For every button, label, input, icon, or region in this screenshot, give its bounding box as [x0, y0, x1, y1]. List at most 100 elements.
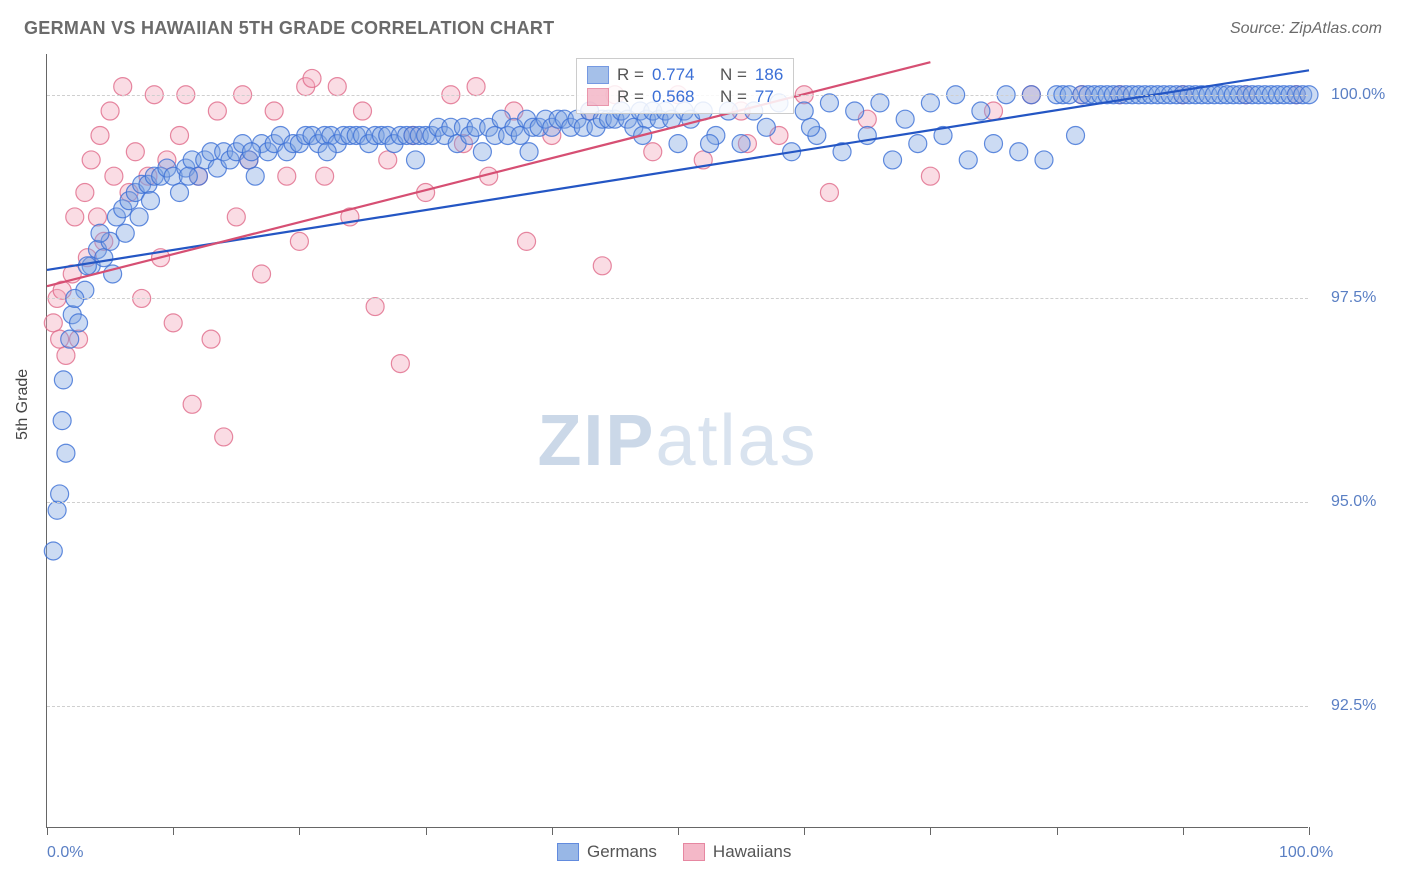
data-point — [57, 444, 75, 462]
data-point — [290, 232, 308, 250]
data-point — [91, 126, 109, 144]
data-point — [407, 151, 425, 169]
data-point — [66, 208, 84, 226]
data-point — [366, 298, 384, 316]
data-point — [921, 167, 939, 185]
data-point — [164, 314, 182, 332]
data-point — [183, 395, 201, 413]
legend-correlation: R =0.774 N =186R =0.568 N =77 — [576, 58, 794, 114]
x-tick — [930, 827, 931, 835]
legend-series: Germans Hawaiians — [557, 842, 791, 862]
data-point — [701, 135, 719, 153]
data-point — [253, 265, 271, 283]
legend-series-item: Hawaiians — [683, 842, 791, 862]
data-point — [114, 78, 132, 96]
data-point — [278, 167, 296, 185]
x-tick — [804, 827, 805, 835]
data-point — [846, 102, 864, 120]
data-point — [202, 330, 220, 348]
y-tick-label: 97.5% — [1331, 289, 1376, 307]
data-point — [518, 232, 536, 250]
x-tick — [426, 827, 427, 835]
data-point — [78, 257, 96, 275]
data-point — [802, 118, 820, 136]
data-point — [76, 184, 94, 202]
data-point — [795, 102, 813, 120]
data-point — [208, 102, 226, 120]
data-point — [53, 412, 71, 430]
x-tick — [1057, 827, 1058, 835]
legend-series-label: Hawaiians — [713, 842, 791, 862]
y-tick-label: 100.0% — [1331, 86, 1385, 104]
legend-r-value: 0.774 — [652, 65, 695, 85]
data-point — [820, 184, 838, 202]
data-point — [303, 69, 321, 87]
data-point — [909, 135, 927, 153]
data-point — [57, 346, 75, 364]
chart-source: Source: ZipAtlas.com — [1230, 20, 1382, 38]
data-point — [644, 143, 662, 161]
legend-swatch — [587, 66, 609, 84]
data-point — [48, 501, 66, 519]
data-point — [959, 151, 977, 169]
data-point — [391, 355, 409, 373]
data-point — [54, 371, 72, 389]
plot-area: ZIPatlas 92.5%95.0%97.5%100.0%0.0%100.0% — [46, 54, 1308, 828]
data-point — [1035, 151, 1053, 169]
legend-r-value: 0.568 — [652, 87, 695, 107]
data-point — [116, 224, 134, 242]
data-point — [242, 143, 260, 161]
data-point — [820, 94, 838, 112]
legend-swatch — [587, 88, 609, 106]
x-tick — [47, 827, 48, 835]
data-point — [884, 151, 902, 169]
legend-r-label: R = — [617, 87, 644, 107]
data-point — [379, 151, 397, 169]
data-point — [896, 110, 914, 128]
data-point — [757, 118, 775, 136]
legend-correlation-row: R = 0.568 N = 77 — [587, 87, 783, 107]
data-point — [593, 257, 611, 275]
data-point — [70, 314, 88, 332]
data-point — [732, 135, 750, 153]
data-point — [126, 143, 144, 161]
legend-correlation-row: R =0.774 N =186 — [587, 65, 783, 85]
data-point — [88, 208, 106, 226]
data-point — [354, 102, 372, 120]
legend-swatch — [683, 843, 705, 861]
data-point — [1010, 143, 1028, 161]
data-point — [179, 167, 197, 185]
x-max-label: 100.0% — [1279, 844, 1368, 862]
x-tick — [299, 827, 300, 835]
data-point — [669, 135, 687, 153]
data-point — [972, 102, 990, 120]
legend-n-label: N = — [720, 65, 747, 85]
data-point — [473, 143, 491, 161]
legend-n-value: 77 — [755, 87, 774, 107]
x-min-label: 0.0% — [47, 844, 83, 862]
x-tick — [1183, 827, 1184, 835]
chart-header: GERMAN VS HAWAIIAN 5TH GRADE CORRELATION… — [24, 18, 1382, 39]
data-point — [921, 94, 939, 112]
y-tick-label: 95.0% — [1331, 493, 1376, 511]
data-point — [101, 102, 119, 120]
data-point — [316, 167, 334, 185]
data-point — [246, 167, 264, 185]
data-point — [141, 192, 159, 210]
x-tick — [173, 827, 174, 835]
chart-title: GERMAN VS HAWAIIAN 5TH GRADE CORRELATION… — [24, 18, 554, 39]
data-point — [520, 143, 538, 161]
gridline — [47, 706, 1308, 707]
data-point — [318, 143, 336, 161]
data-point — [215, 428, 233, 446]
data-point — [82, 151, 100, 169]
gridline — [47, 502, 1308, 503]
legend-n-label: N = — [720, 87, 747, 107]
legend-series-item: Germans — [557, 842, 657, 862]
data-point — [95, 249, 113, 267]
legend-r-label: R = — [617, 65, 644, 85]
data-point — [265, 102, 283, 120]
y-tick-label: 92.5% — [1331, 697, 1376, 715]
legend-swatch — [557, 843, 579, 861]
data-point — [871, 94, 889, 112]
